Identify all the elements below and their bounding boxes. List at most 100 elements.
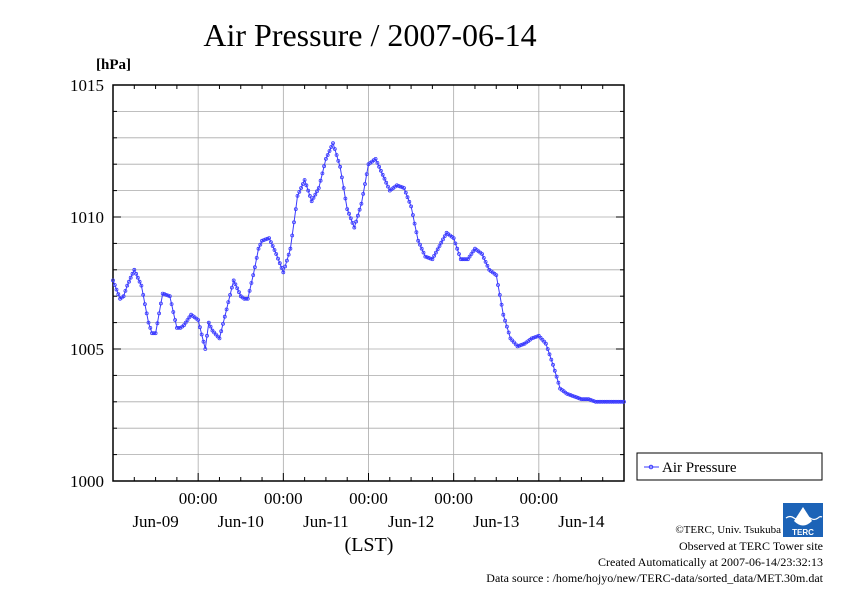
data-point xyxy=(327,149,332,153)
data-point xyxy=(544,341,548,346)
data-point xyxy=(237,290,241,295)
x-tick-date-label: Jun-11 xyxy=(303,512,349,531)
data-point xyxy=(283,264,288,269)
data-point xyxy=(622,399,626,404)
water-drop-icon xyxy=(794,507,812,526)
created-text: Created Automatically at 2007-06-14/23:3… xyxy=(598,555,823,569)
data-point xyxy=(375,160,380,165)
data-point xyxy=(620,399,625,404)
data-point xyxy=(318,178,323,183)
data-point xyxy=(574,395,578,400)
data-point xyxy=(174,325,179,330)
y-tick-label: 1010 xyxy=(70,208,104,227)
data-point xyxy=(272,248,277,252)
data-point xyxy=(242,296,247,301)
data-point xyxy=(503,318,508,323)
data-point xyxy=(517,343,522,348)
data-point xyxy=(361,191,366,196)
data-point xyxy=(565,391,570,396)
data-point xyxy=(606,399,610,404)
data-point xyxy=(292,220,296,225)
y-tick-label: 1015 xyxy=(70,76,104,95)
data-point xyxy=(254,255,259,260)
data-point xyxy=(142,302,147,307)
data-point xyxy=(235,286,240,291)
data-point xyxy=(183,320,188,325)
data-point xyxy=(251,273,256,278)
data-point xyxy=(419,246,424,251)
data-point xyxy=(139,283,144,288)
data-point xyxy=(402,186,406,190)
data-point xyxy=(394,183,399,188)
data-point xyxy=(597,399,602,404)
data-point xyxy=(460,257,465,262)
data-point xyxy=(297,189,302,194)
data-point xyxy=(549,357,554,362)
data-point xyxy=(290,233,295,238)
data-point xyxy=(224,307,229,312)
data-point xyxy=(258,242,263,247)
data-point xyxy=(409,204,414,209)
data-point xyxy=(176,325,181,330)
data-point xyxy=(613,399,617,404)
data-point xyxy=(300,182,305,186)
data-point xyxy=(128,275,133,280)
data-point xyxy=(284,258,289,263)
x-axis-label: (LST) xyxy=(345,534,394,556)
data-point xyxy=(233,282,238,287)
data-point xyxy=(208,324,213,329)
data-point xyxy=(205,333,209,338)
data-point xyxy=(504,324,509,329)
data-point xyxy=(130,271,135,276)
data-point xyxy=(322,164,327,169)
data-point xyxy=(302,178,307,182)
data-point xyxy=(403,190,408,195)
data-point xyxy=(197,325,202,330)
data-point xyxy=(299,186,304,190)
data-point xyxy=(201,339,206,344)
data-point xyxy=(467,254,472,259)
data-point xyxy=(164,292,169,297)
data-point xyxy=(166,293,170,298)
data-point xyxy=(295,193,300,198)
chart-title: Air Pressure / 2007-06-14 xyxy=(203,17,536,53)
data-point xyxy=(407,199,412,204)
data-point xyxy=(364,172,369,177)
data-point xyxy=(570,393,575,398)
data-point xyxy=(203,347,208,351)
data-point xyxy=(199,332,204,337)
data-point xyxy=(221,321,225,326)
data-point xyxy=(462,257,467,262)
data-point xyxy=(153,331,158,336)
data-point xyxy=(481,255,486,260)
data-point xyxy=(114,287,119,292)
data-point xyxy=(244,296,249,301)
data-point xyxy=(618,399,623,404)
data-point xyxy=(249,281,254,285)
data-point xyxy=(160,291,165,296)
data-point xyxy=(382,176,387,181)
data-point xyxy=(552,368,557,373)
data-point xyxy=(332,147,337,151)
data-point xyxy=(281,270,286,275)
data-point xyxy=(430,257,435,262)
data-point xyxy=(602,399,607,404)
data-point xyxy=(506,330,511,335)
x-tick-date-label: Jun-14 xyxy=(558,512,605,531)
data-point xyxy=(410,213,415,217)
data-point xyxy=(157,311,162,316)
data-point xyxy=(279,265,284,270)
data-point xyxy=(260,238,264,243)
data-point xyxy=(588,397,593,402)
data-point xyxy=(256,246,261,251)
data-point xyxy=(501,312,506,317)
data-point xyxy=(469,252,474,256)
data-point xyxy=(583,397,587,402)
data-point xyxy=(600,399,605,404)
x-tick-time-label: 00:00 xyxy=(264,489,303,508)
data-point xyxy=(531,335,536,340)
data-point xyxy=(373,156,378,161)
data-point xyxy=(577,396,582,401)
x-tick-time-label: 00:00 xyxy=(434,489,473,508)
data-point xyxy=(229,285,234,290)
